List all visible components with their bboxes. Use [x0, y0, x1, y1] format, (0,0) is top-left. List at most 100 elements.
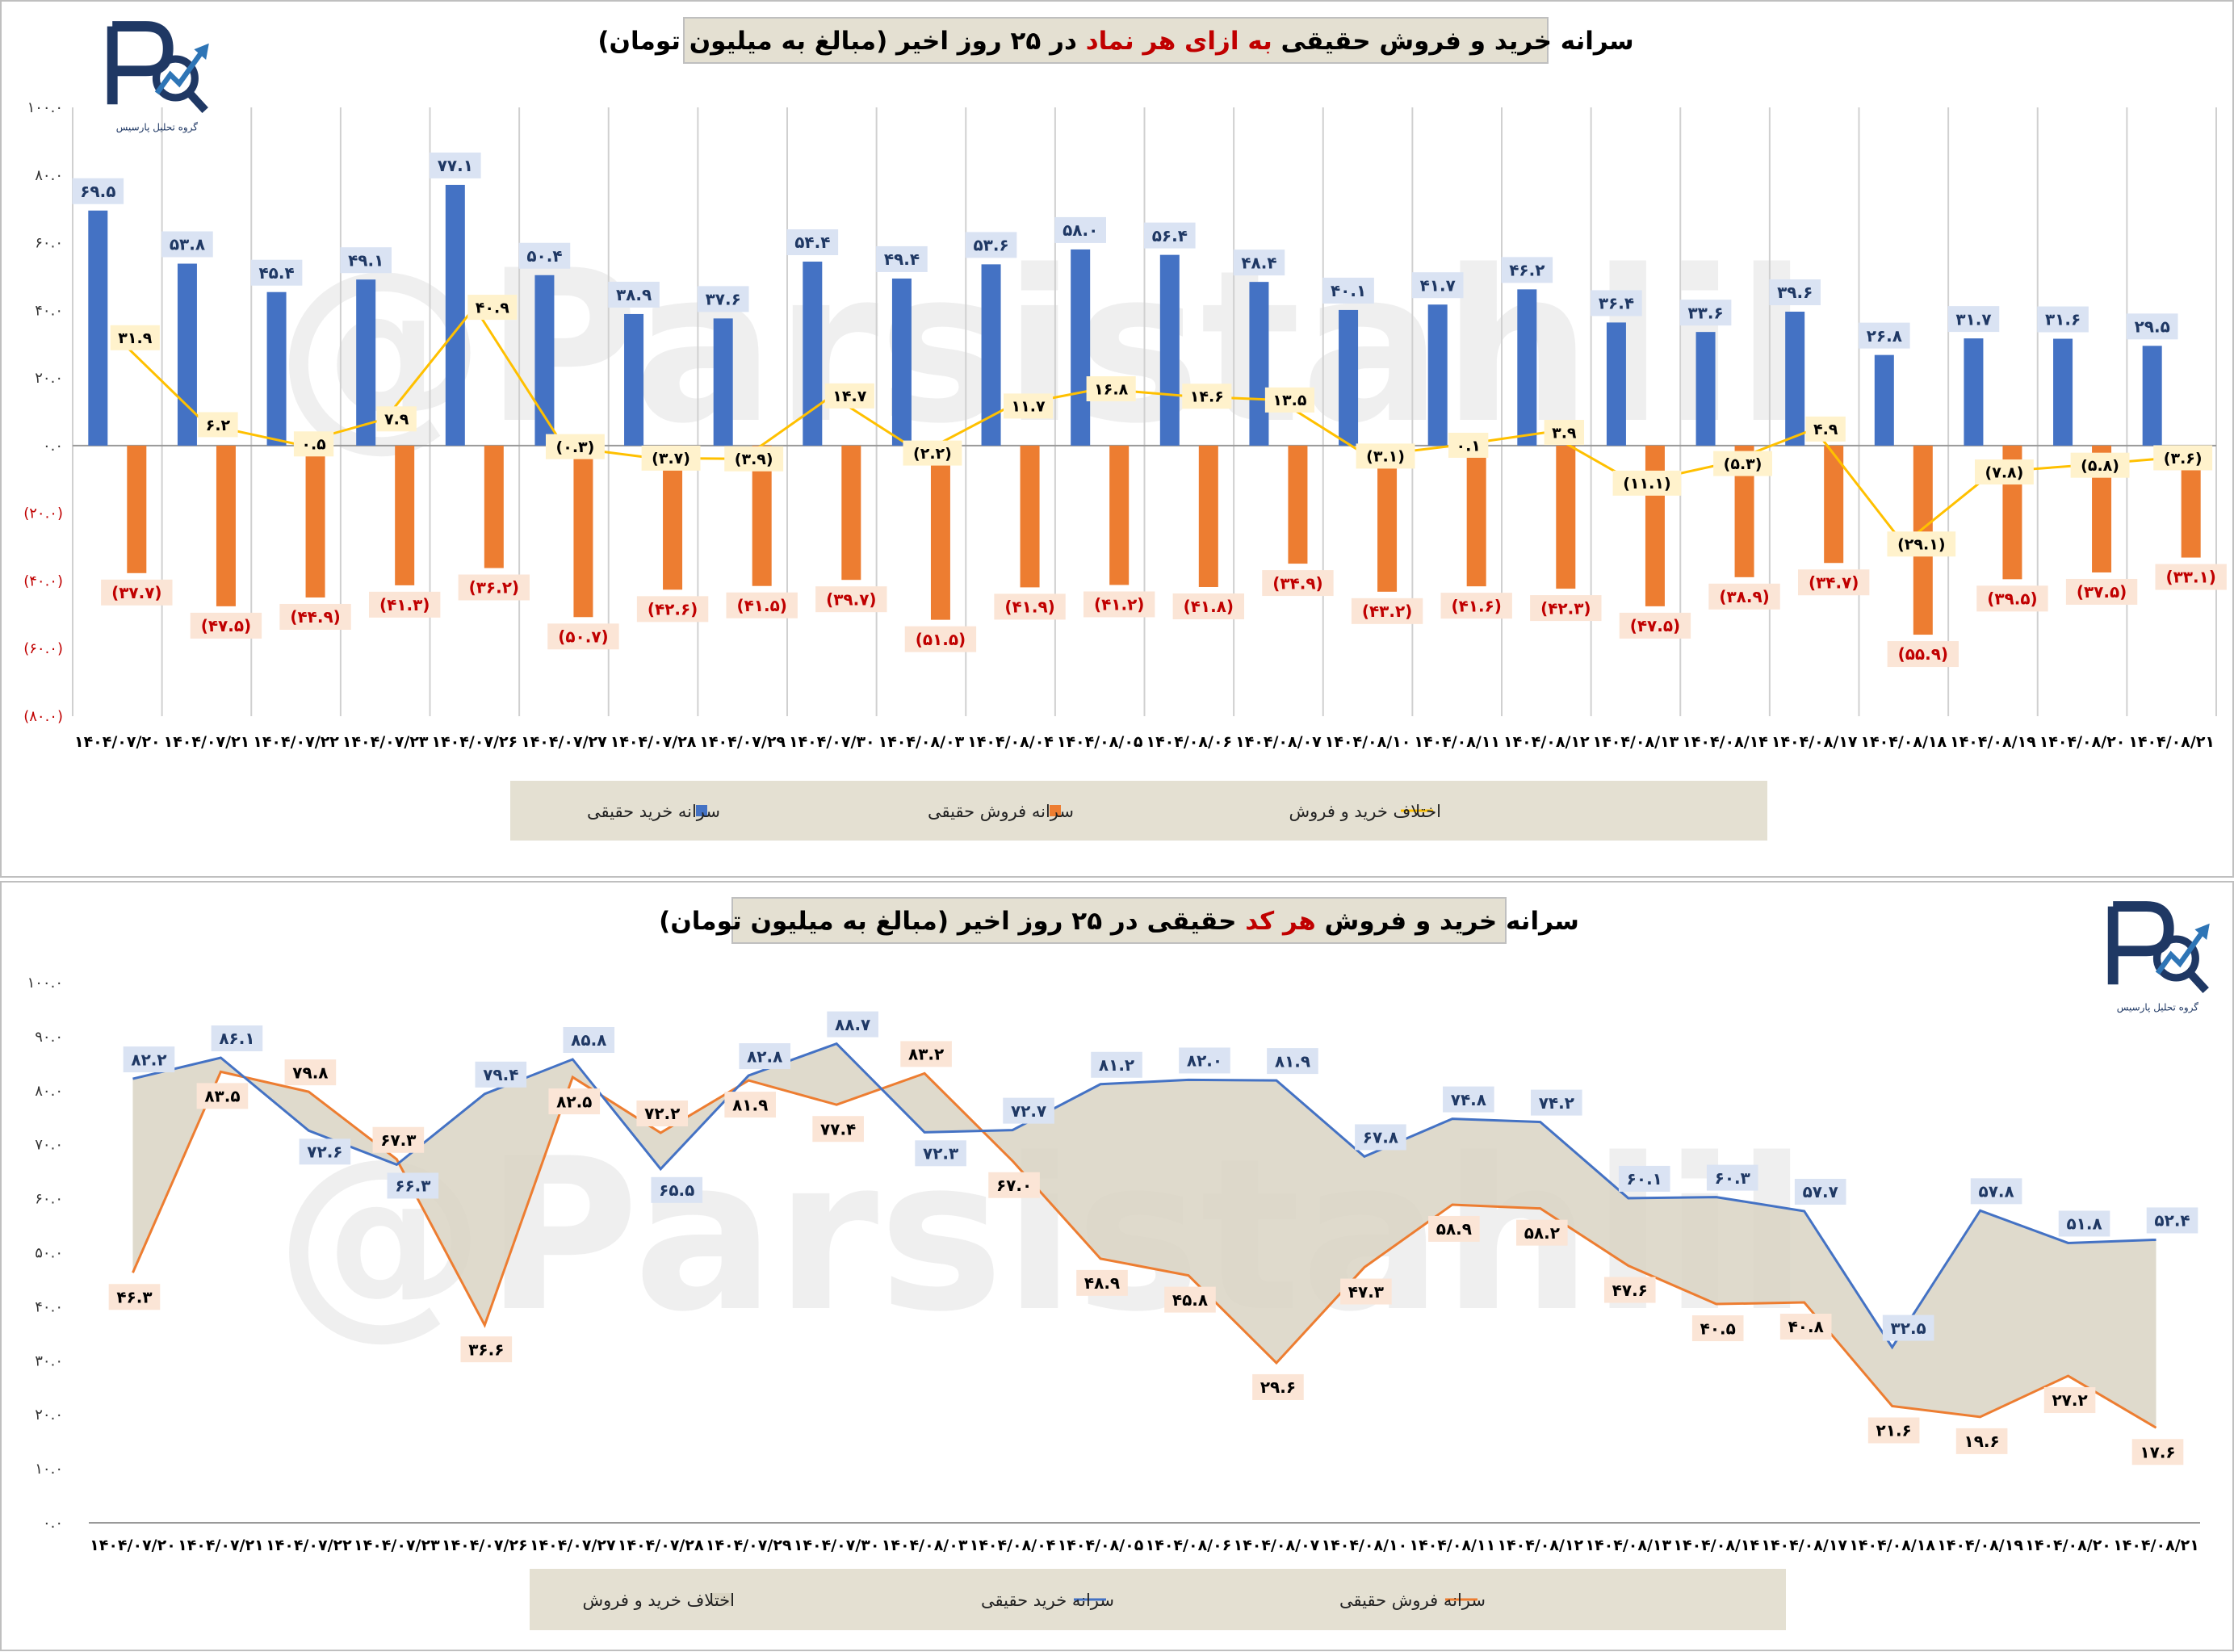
bar-buy	[1160, 255, 1180, 446]
y-tick-label: ۸۰.۰	[35, 167, 63, 184]
bar-buy	[2143, 346, 2162, 446]
label-sell-group: ۷۷.۴	[812, 1116, 864, 1142]
label-sell-group: ۶۷.۰	[988, 1172, 1040, 1198]
label-diff: (۲.۲)	[913, 445, 952, 463]
label-buy-group: ۸۱.۹	[1267, 1048, 1318, 1074]
y-tick-label: ۵۰.۰	[35, 1245, 63, 1262]
x-tick-label: ۱۴۰۴/۰۸/۰۷	[1235, 733, 1322, 751]
x-tick-label: ۱۴۰۴/۰۸/۱۱	[1410, 1537, 1496, 1554]
label-sell-group: (۴۱.۲)	[1083, 591, 1155, 617]
label-sell: (۴۱.۶)	[1451, 596, 1502, 615]
label-diff: ۰.۱	[1456, 437, 1480, 455]
label-buy: ۵۸.۰	[1063, 220, 1098, 240]
y-tick-label: (۲۰.۰)	[23, 505, 63, 522]
label-buy-group: ۵۰.۴	[519, 243, 571, 269]
label-buy: ۶۰.۱	[1627, 1169, 1662, 1189]
label-buy: ۸۵.۸	[571, 1030, 606, 1050]
label-buy: ۷۴.۸	[1451, 1090, 1486, 1109]
label-buy-group: ۴۶.۲	[1502, 257, 1553, 283]
label-buy-group: ۸۶.۱	[212, 1025, 263, 1051]
label-diff: ۷.۹	[384, 411, 409, 429]
label-buy-group: ۶۰.۱	[1619, 1166, 1670, 1192]
label-sell: ۶۷.۰	[996, 1176, 1032, 1195]
label-sell-group: ۸۲.۵	[548, 1088, 600, 1114]
chart1-title-text: سرانه خرید و فروش حقیقی به ازای هر نماد …	[597, 27, 1633, 56]
label-buy-group: ۴۱.۷	[1412, 272, 1464, 298]
label-buy-group: ۵۸.۰	[1054, 217, 1106, 243]
label-diff: (۳.۹)	[735, 451, 773, 468]
label-sell: ۷۹.۸	[292, 1063, 328, 1082]
x-tick-label: ۱۴۰۴/۰۸/۱۷	[1771, 733, 1858, 751]
label-sell: ۵۸.۲	[1524, 1223, 1560, 1243]
label-buy-group: ۴۸.۴	[1234, 249, 1285, 275]
x-tick-label: ۱۴۰۴/۰۷/۲۹	[706, 1537, 792, 1554]
label-diff: ۱۶.۸	[1094, 380, 1128, 398]
label-buy-group: ۳۷.۶	[698, 286, 749, 312]
label-buy: ۶۹.۵	[80, 182, 115, 201]
x-tick-label: ۱۴۰۴/۰۷/۲۷	[530, 1537, 616, 1554]
label-buy: ۶۶.۳	[395, 1176, 430, 1196]
label-diff: ۶.۲	[206, 417, 231, 434]
label-sell: ۴۷.۶	[1612, 1281, 1648, 1300]
label-sell: (۳۳.۱)	[2165, 568, 2216, 587]
bar-sell	[216, 446, 236, 606]
label-buy-group: ۷۲.۳	[915, 1140, 966, 1166]
bar-sell	[306, 446, 325, 597]
label-sell-group: (۴۱.۳)	[369, 592, 440, 618]
bar-sell	[127, 446, 146, 573]
x-tick-label: ۱۴۰۴/۰۸/۱۲	[1503, 733, 1590, 751]
label-sell-group: (۳۳.۱)	[2155, 564, 2226, 590]
label-buy: ۳۷.۶	[706, 290, 741, 309]
y-tick-label: (۴۰.۰)	[23, 572, 63, 589]
label-sell-group: ۵۸.۹	[1428, 1216, 1480, 1242]
logo-caption: گروه تحلیل پارسیس	[116, 121, 198, 133]
bar-sell	[1288, 446, 1307, 564]
label-sell-group: ۲۷.۲	[2044, 1387, 2096, 1413]
label-buy: ۵۱.۸	[2066, 1214, 2102, 1234]
label-diff-group: ۰.۱	[1448, 433, 1488, 458]
x-tick-label: ۱۴۰۴/۰۷/۲۹	[699, 733, 786, 751]
label-buy-group: ۷۷.۱	[430, 153, 481, 178]
label-sell-group: (۳۴.۹)	[1262, 570, 1333, 596]
label-buy-group: ۷۹.۴	[476, 1062, 527, 1088]
label-buy-group: ۲۶.۸	[1859, 323, 1910, 349]
bar-buy	[1696, 332, 1716, 446]
label-sell: (۳۴.۷)	[1809, 572, 1859, 592]
x-tick-label: ۱۴۰۴/۰۷/۲۶	[431, 733, 518, 751]
label-buy: ۵۲.۴	[2154, 1211, 2190, 1231]
x-tick-label: ۱۴۰۴/۰۷/۲۰	[90, 1537, 176, 1554]
bar-sell	[1556, 446, 1575, 589]
y-tick-label: ۱۰۰.۰	[27, 975, 63, 992]
bar-buy	[624, 314, 643, 446]
x-tick-label: ۱۴۰۴/۰۷/۳۰	[794, 1537, 880, 1554]
label-sell: ۸۱.۹	[732, 1095, 768, 1114]
label-diff: (۳.۷)	[652, 450, 690, 468]
bar-buy	[1249, 282, 1268, 446]
x-tick-label: ۱۴۰۴/۰۸/۱۸	[1860, 733, 1947, 751]
x-tick-label: ۱۴۰۴/۰۸/۰۳	[878, 733, 965, 751]
legend-label-0: سرانه فروش حقیقی	[1339, 1591, 1486, 1610]
y-tick-label: ۱۰.۰	[35, 1461, 63, 1478]
x-tick-label: ۱۴۰۴/۰۸/۰۶	[1146, 1537, 1232, 1554]
label-buy: ۵۴.۴	[794, 233, 830, 252]
bar-buy	[1517, 289, 1536, 446]
bar-buy	[88, 211, 107, 446]
legend-label-0: اختلاف خرید و فروش	[1289, 802, 1441, 821]
x-tick-label: ۱۴۰۴/۰۷/۲۲	[253, 733, 339, 751]
label-sell: ۸۳.۵	[204, 1087, 240, 1106]
label-buy: ۸۲.۲	[131, 1050, 166, 1069]
x-tick-label: ۱۴۰۴/۰۷/۲۱	[178, 1537, 264, 1554]
label-buy-group: ۶۷.۸	[1355, 1124, 1406, 1150]
x-tick-label: ۱۴۰۴/۰۷/۲۸	[610, 733, 697, 751]
x-tick-label: ۱۴۰۴/۰۷/۲۶	[442, 1537, 528, 1554]
label-diff-group: ۱۳.۵	[1265, 388, 1314, 413]
x-tick-label: ۱۴۰۴/۰۸/۱۷	[1761, 1537, 1847, 1554]
label-buy-group: ۷۲.۶	[300, 1138, 351, 1164]
label-buy-group: ۶۰.۳	[1707, 1165, 1758, 1191]
x-tick-label: ۱۴۰۴/۰۸/۱۴	[1673, 1537, 1759, 1554]
label-diff-group: ۱۴.۶	[1182, 384, 1231, 409]
label-sell-group: (۳۷.۷)	[101, 580, 172, 606]
label-diff-group: ۱۶.۸	[1087, 376, 1136, 401]
label-sell: (۴۲.۳)	[1540, 598, 1591, 618]
label-sell: (۴۱.۵)	[736, 596, 787, 615]
